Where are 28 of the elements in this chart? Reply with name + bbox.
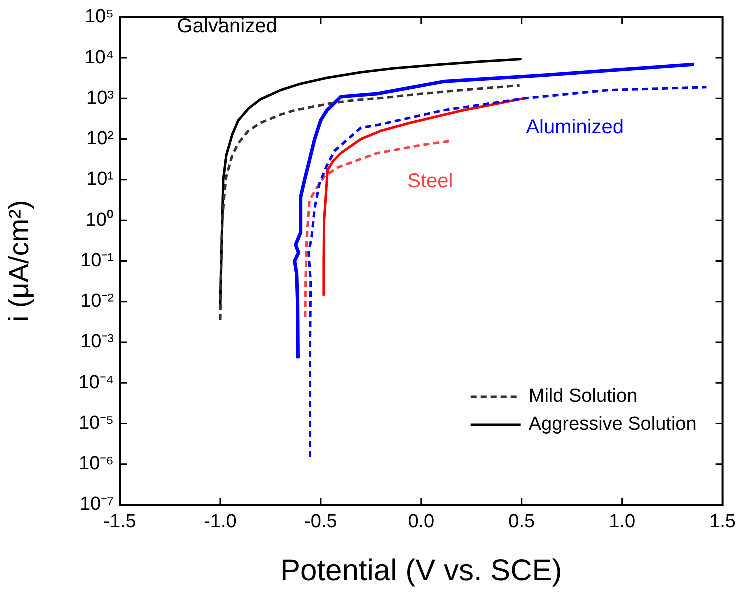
line-series [304, 140, 451, 318]
y-tick-label: 10⁵ [84, 6, 114, 28]
annotation: Galvanized [177, 16, 278, 38]
y-tick-label: 10⁻² [80, 291, 114, 312]
y-tick-label: 10⁻⁶ [79, 454, 114, 475]
y-tick-label: 10⁻⁵ [78, 412, 114, 434]
annotation: Steel [408, 170, 454, 193]
y-tick-label: 10⁴ [84, 47, 114, 68]
annotation: Aluminized [526, 116, 624, 139]
x-axis-title: Potential (V vs. SCE) [280, 554, 562, 588]
x-tick-label: 0.0 [408, 512, 435, 533]
legend-label: Mild Solution [528, 386, 638, 408]
x-tick-label: -0.5 [304, 512, 338, 533]
x-tick-label: -1.0 [204, 512, 237, 533]
legend-label: Aggressive Solution [528, 414, 697, 436]
y-tick-label: 10⁻¹ [80, 250, 114, 272]
y-tick-label: 10⁻⁴ [78, 372, 114, 394]
line-series [308, 86, 708, 458]
y-tick-label: 10⁻³ [80, 332, 114, 353]
x-tick-label: 0.5 [508, 512, 536, 533]
x-tick-label: 1.0 [609, 512, 636, 533]
y-axis-title: i (μA/cm²) [4, 200, 35, 322]
x-tick-label: 1.5 [710, 512, 736, 533]
y-tick-label: 10² [86, 128, 114, 150]
line-series [219, 84, 522, 322]
y-tick-label: 10³ [86, 88, 114, 109]
y-tick-label: 10¹ [86, 169, 114, 190]
y-tick-label: 10⁰ [86, 208, 114, 231]
